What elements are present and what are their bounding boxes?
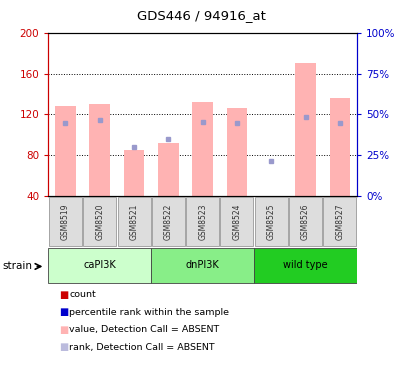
Text: wild type: wild type: [283, 260, 328, 270]
Bar: [151, 248, 254, 283]
Text: ■: ■: [59, 325, 68, 335]
Bar: [118, 197, 150, 246]
Bar: [255, 197, 288, 246]
Text: GSM8525: GSM8525: [267, 203, 276, 240]
Text: value, Detection Call = ABSENT: value, Detection Call = ABSENT: [69, 325, 220, 334]
Bar: [323, 197, 356, 246]
Text: rank, Detection Call = ABSENT: rank, Detection Call = ABSENT: [69, 343, 215, 352]
Bar: [49, 197, 82, 246]
Text: GSM8522: GSM8522: [164, 203, 173, 240]
Text: dnPI3K: dnPI3K: [186, 260, 220, 270]
Text: GSM8524: GSM8524: [232, 203, 241, 240]
Text: GSM8519: GSM8519: [61, 203, 70, 240]
Bar: [192, 102, 213, 196]
Bar: [152, 197, 185, 246]
Text: ■: ■: [59, 342, 68, 352]
Bar: [227, 108, 247, 196]
Text: GDS446 / 94916_at: GDS446 / 94916_at: [137, 9, 266, 22]
Text: GSM8521: GSM8521: [129, 203, 139, 240]
Bar: [220, 197, 253, 246]
Text: strain: strain: [2, 261, 32, 272]
Bar: [89, 104, 110, 196]
Bar: [124, 150, 144, 196]
Text: GSM8523: GSM8523: [198, 203, 207, 240]
Bar: [158, 143, 178, 196]
Bar: [295, 63, 316, 196]
Bar: [55, 106, 76, 196]
Bar: [48, 248, 151, 283]
Text: caPI3K: caPI3K: [84, 260, 116, 270]
Text: GSM8526: GSM8526: [301, 203, 310, 240]
Text: ■: ■: [59, 290, 68, 300]
Text: percentile rank within the sample: percentile rank within the sample: [69, 308, 229, 317]
Text: ■: ■: [59, 307, 68, 317]
Bar: [289, 197, 322, 246]
Bar: [330, 98, 350, 196]
Bar: [186, 197, 219, 246]
Text: GSM8527: GSM8527: [335, 203, 344, 240]
Text: GSM8520: GSM8520: [95, 203, 104, 240]
Bar: [254, 248, 357, 283]
Bar: [83, 197, 116, 246]
Text: count: count: [69, 290, 96, 299]
